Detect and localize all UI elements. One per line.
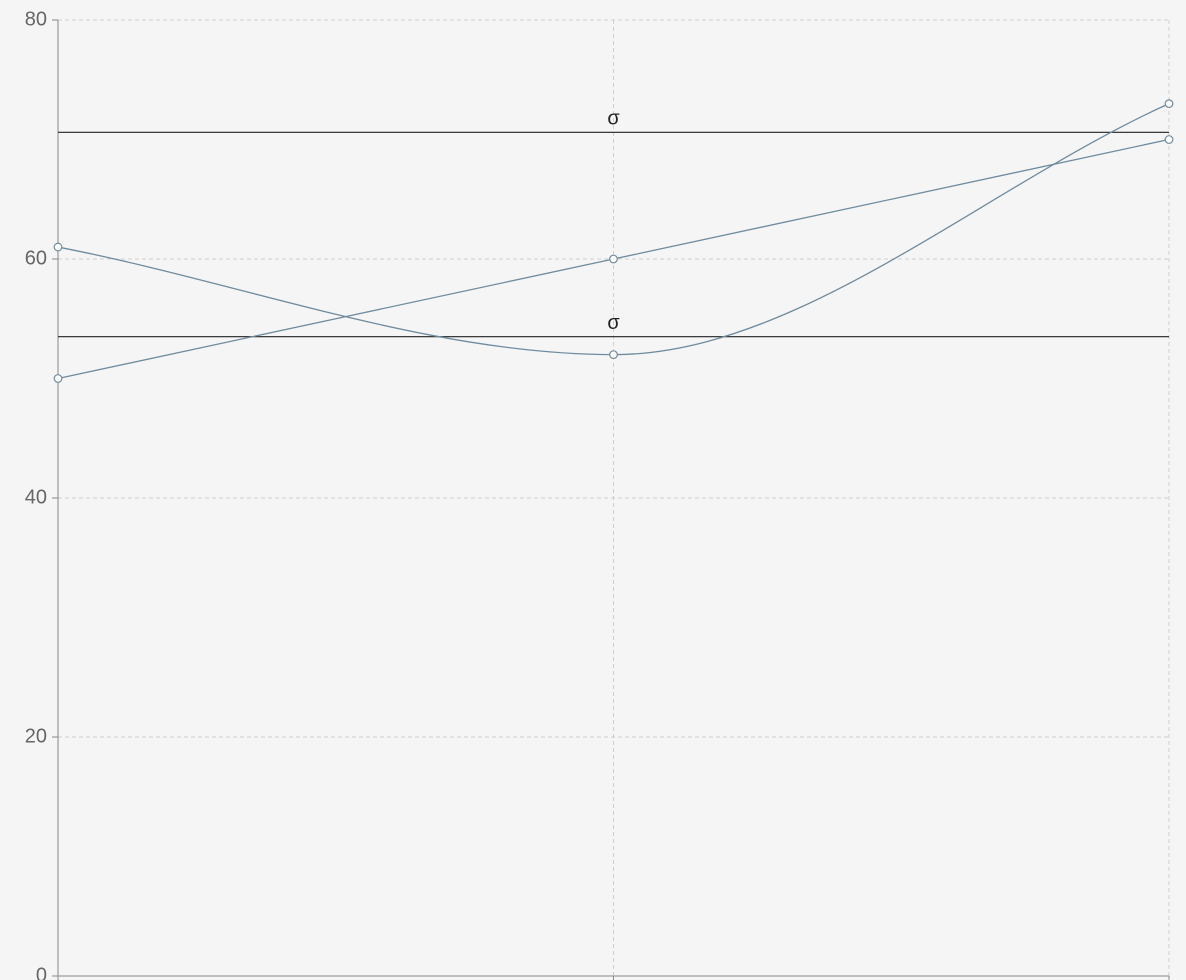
reference-label: σ <box>607 108 620 130</box>
point <box>1164 99 1174 109</box>
y-tick-label: 80 <box>25 8 47 30</box>
point <box>609 254 618 264</box>
reference-label: σ <box>607 312 620 334</box>
point <box>53 374 63 383</box>
y-tick-label: 0 <box>36 964 47 980</box>
point <box>53 242 63 252</box>
y-tick-label: 20 <box>25 725 47 747</box>
y-tick-label: 40 <box>25 486 47 508</box>
point <box>609 350 618 360</box>
point <box>1164 135 1174 144</box>
y-tick-label: 60 <box>25 247 47 269</box>
